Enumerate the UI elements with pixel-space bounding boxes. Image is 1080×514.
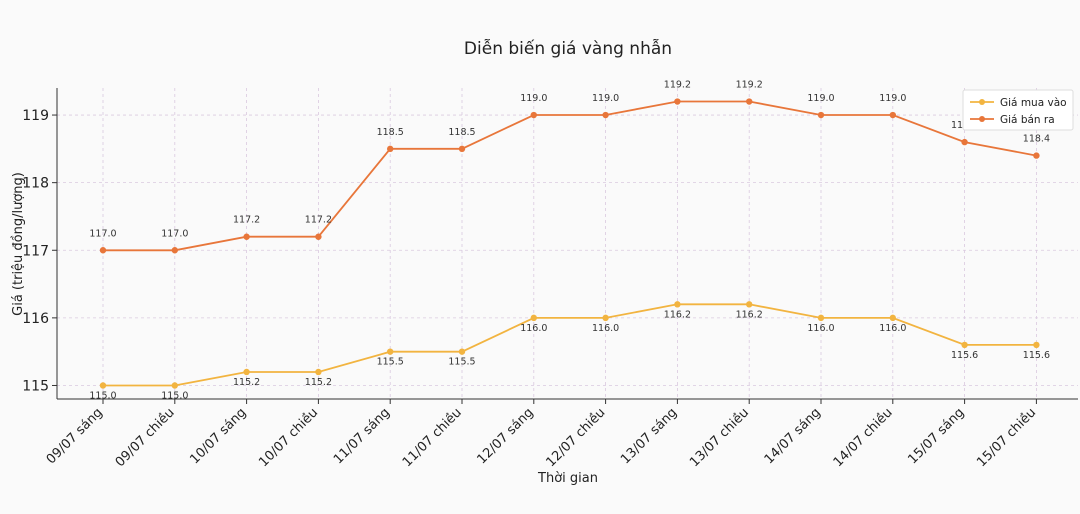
x-axis-label: Thời gian (537, 471, 598, 486)
data-point (171, 247, 178, 254)
y-tick-label: 118 (22, 176, 49, 192)
legend-marker-sell (979, 116, 985, 122)
data-label: 118.5 (377, 127, 404, 138)
data-label: 119.0 (520, 93, 547, 104)
y-ticks: 115 116 117 118 119 (22, 108, 57, 394)
x-tick-label: 10/07 sáng (187, 405, 249, 467)
data-label: 119.0 (592, 93, 619, 104)
data-label: 116.0 (879, 323, 906, 334)
y-axis-label: Giá (triệu đồng/lượng) (11, 172, 26, 316)
data-label: 116.0 (520, 323, 547, 334)
legend-label-sell: Giá bán ra (1000, 114, 1055, 126)
data-point (99, 382, 107, 389)
data-point (602, 314, 609, 322)
legend-marker-buy (979, 99, 985, 105)
x-tick-label: 15/07 sáng (905, 405, 967, 467)
data-point (1033, 152, 1040, 159)
series-line-0 (103, 303, 1037, 387)
legend-box (962, 89, 1074, 131)
data-label: 115.0 (89, 390, 116, 401)
data-point (889, 111, 896, 119)
x-tick-label: 10/07 chiều (256, 405, 321, 470)
legend-item-buy: Giá mua vào (970, 97, 1067, 109)
data-label: 118.5 (448, 127, 475, 138)
data-label: 116.0 (807, 323, 834, 334)
data-point (458, 348, 466, 355)
x-tick-label: 15/07 chiều (974, 405, 1039, 470)
y-tick-label: 117 (22, 243, 49, 259)
axes (56, 88, 1078, 400)
data-point (387, 348, 394, 355)
x-tick-label: 09/07 sáng (44, 405, 106, 467)
data-point (674, 98, 681, 105)
y-tick-label: 116 (22, 311, 49, 327)
data-point (602, 111, 609, 119)
data-label: 116.0 (592, 323, 619, 334)
x-tick-label: 09/07 chiều (113, 405, 178, 470)
x-tick-label: 11/07 sáng (331, 405, 393, 467)
series-line-1 (103, 100, 1037, 252)
data-point (530, 314, 537, 322)
data-point (746, 301, 753, 308)
y-tick-label: 115 (22, 378, 49, 394)
data-point (387, 145, 394, 153)
data-point (99, 247, 107, 254)
x-tick-label: 12/07 sáng (475, 405, 537, 467)
data-point (315, 233, 322, 240)
data-label: 118.4 (1023, 134, 1050, 145)
data-point (458, 145, 466, 153)
data-point (817, 111, 825, 119)
data-point (530, 111, 537, 119)
data-label: 119.2 (736, 80, 763, 91)
x-tick-label: 11/07 chiều (400, 405, 465, 470)
data-label: 115.6 (951, 350, 978, 361)
x-ticks: 09/07 sáng 09/07 chiều 10/07 sáng 10/07 chi… (44, 399, 1039, 470)
x-tick-label: 12/07 chiều (543, 405, 608, 470)
x-tick-label: 14/07 chiều (831, 405, 896, 470)
data-point (1033, 341, 1040, 349)
data-label: 119.0 (879, 93, 906, 104)
data-label: 116.2 (664, 309, 691, 320)
x-tick-label: 13/07 sáng (618, 405, 680, 467)
data-label: 115.6 (1023, 350, 1050, 361)
data-point (961, 341, 968, 349)
legend: Giá mua vào Giá bán ra (962, 89, 1074, 131)
data-point (243, 233, 250, 240)
x-tick-label: 13/07 chiều (687, 405, 752, 470)
data-label: 117.2 (305, 215, 332, 226)
y-tick-label: 119 (22, 108, 49, 124)
data-label: 115.5 (377, 357, 404, 368)
legend-item-sell: Giá bán ra (970, 114, 1055, 126)
data-label: 117.0 (161, 228, 188, 239)
data-point (674, 301, 681, 308)
chart-title: Diễn biến giá vàng nhẫn (464, 38, 672, 59)
data-point (315, 368, 322, 376)
legend-label-buy: Giá mua vào (1000, 97, 1067, 109)
data-label: 119.2 (664, 80, 691, 91)
data-point (961, 138, 968, 146)
data-label: 115.2 (305, 377, 332, 388)
data-label: 116.2 (736, 309, 763, 320)
data-label: 117.0 (89, 228, 116, 239)
data-label: 115.2 (233, 377, 260, 388)
data-label: 119.0 (807, 93, 834, 104)
data-point (817, 314, 825, 322)
data-label: 117.2 (233, 215, 260, 226)
data-point (243, 368, 250, 376)
x-tick-label: 14/07 sáng (762, 405, 824, 467)
data-point (171, 382, 178, 389)
data-label: 115.0 (161, 390, 188, 401)
series-group (99, 98, 1040, 389)
data-point (889, 314, 896, 322)
data-point (746, 98, 753, 105)
data-labels: 115.0 115.0 115.2 115.2 115.5 115.5 116.0 116.0… (89, 80, 1050, 402)
data-label: 115.5 (448, 357, 475, 368)
